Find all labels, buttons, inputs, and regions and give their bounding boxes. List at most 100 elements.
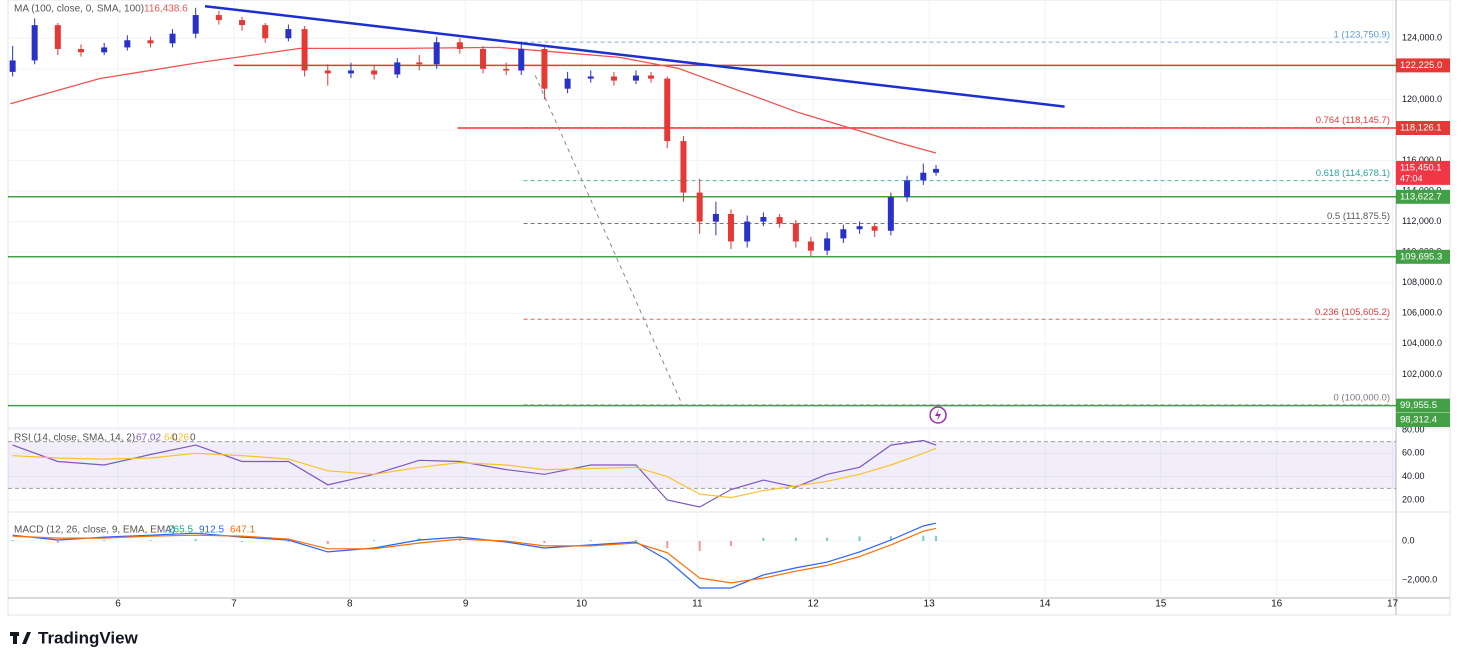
pane-header-value: 0 [190,433,196,444]
price-tag [1396,249,1450,264]
histogram-bar [698,541,701,551]
indicator-line [12,447,937,499]
candle-body [285,29,292,39]
y-tick-label: 20.00 [1402,494,1425,504]
candle-body [433,42,440,65]
price-tag-label: 118,126.1 [1400,123,1442,134]
y-tick-label: 102,000.0 [1402,369,1442,379]
candle-body [680,141,687,193]
histogram-bar [194,539,197,542]
indicator-line [12,527,937,584]
candle-body [101,47,108,53]
candle-body [871,226,878,231]
fib-label: 0.764 (118,145.7) [1316,115,1390,126]
candle-body [480,48,487,69]
histogram-bar [543,541,546,544]
moving-average [10,46,937,154]
histogram-bar [826,537,829,542]
histogram-bar [935,535,938,542]
y-tick-label: 112,000.0 [1402,216,1441,226]
x-tick-label: 10 [576,599,588,610]
y-tick-label: 80.00 [1402,424,1425,434]
candle-body [394,62,401,75]
y-tick-label: 116,000.0 [1402,155,1441,165]
candle-body [564,78,571,89]
brand: TradingView [10,628,139,647]
x-tick-label: 9 [463,599,469,610]
histogram-bar [794,537,797,542]
chart-frame [7,0,1451,616]
pane-header-value: 265.5 [168,525,193,536]
y-tick-label: 108,000.0 [1402,277,1442,287]
fib-label: 0.618 (114,678.1) [1316,168,1390,179]
histogram-bar [889,536,892,542]
candle-body [456,42,463,49]
histogram-bar [858,536,861,542]
candle-body [518,48,525,71]
alert-icon[interactable] [929,406,947,424]
pane-header: RSI (14, close, SMA, 14, 2) [14,433,135,444]
y-tick-label: 120,000.0 [1402,94,1442,104]
candle-body [54,25,61,49]
candle-body [301,29,308,71]
last-price-label: 115,450.1 [1400,162,1442,173]
candle-body [31,25,38,61]
candle-body [124,40,131,48]
candle-body [887,197,894,231]
y-tick-label: 124,000.0 [1402,33,1442,43]
histogram-bar [634,540,637,542]
rsi-band [8,441,1396,489]
x-tick-label: 17 [1387,599,1399,610]
pane-header-value: 647.1 [230,525,255,536]
x-tick-label: 13 [924,599,936,610]
candle-body [347,70,354,74]
x-tick-label: 11 [692,599,703,610]
histogram-bar [56,541,59,543]
pane-header-value: 0 [172,433,178,444]
candle-body [169,33,176,44]
price-tag [1396,189,1450,204]
candle-body [712,213,719,222]
pane-header-value: 912.5 [199,525,224,536]
histogram-bar [11,540,14,542]
histogram-bar [458,539,461,542]
candle-body [648,75,655,79]
candle-body [192,15,199,34]
candle-body [933,168,940,173]
brand-name: TradingView [38,628,139,647]
histogram-bar [373,540,376,542]
candle-body [77,48,84,53]
candle-body [904,180,911,198]
histogram-bar [922,535,925,542]
price-tag-label: 98,312.4 [1400,415,1437,426]
y-tick-label: 40.00 [1402,471,1425,481]
x-tick-label: 6 [115,599,121,610]
candle-body [760,217,767,222]
indicator-line [12,439,937,508]
histogram-bar [729,541,732,547]
pane-header-value: 116,438.6 [144,4,188,15]
candle-body [610,76,617,81]
x-tick-label: 12 [808,599,820,610]
pane-header: MACD (12, 26, close, 9, EMA, EMA) [14,525,175,536]
histogram-bar [589,540,592,542]
y-tick-label: 106,000.0 [1402,308,1442,318]
x-tick-label: 16 [1271,599,1283,610]
x-tick-label: 7 [231,599,237,610]
price-tag [1396,58,1450,73]
trend-line [204,4,1065,108]
candle-body [727,213,734,242]
price-tag-label: 122,225.0 [1400,60,1442,71]
candle-body [371,70,378,75]
candle-body [324,70,331,74]
fib-label: 0 (100,000.0) [1333,392,1390,403]
candle-body [840,229,847,239]
candle-body [920,172,927,181]
price-tag-label: 109,695.3 [1400,251,1442,262]
x-tick-label: 15 [1155,599,1167,610]
candle-body [262,25,269,39]
histogram-bar [666,541,669,549]
histogram-bar [326,541,329,545]
